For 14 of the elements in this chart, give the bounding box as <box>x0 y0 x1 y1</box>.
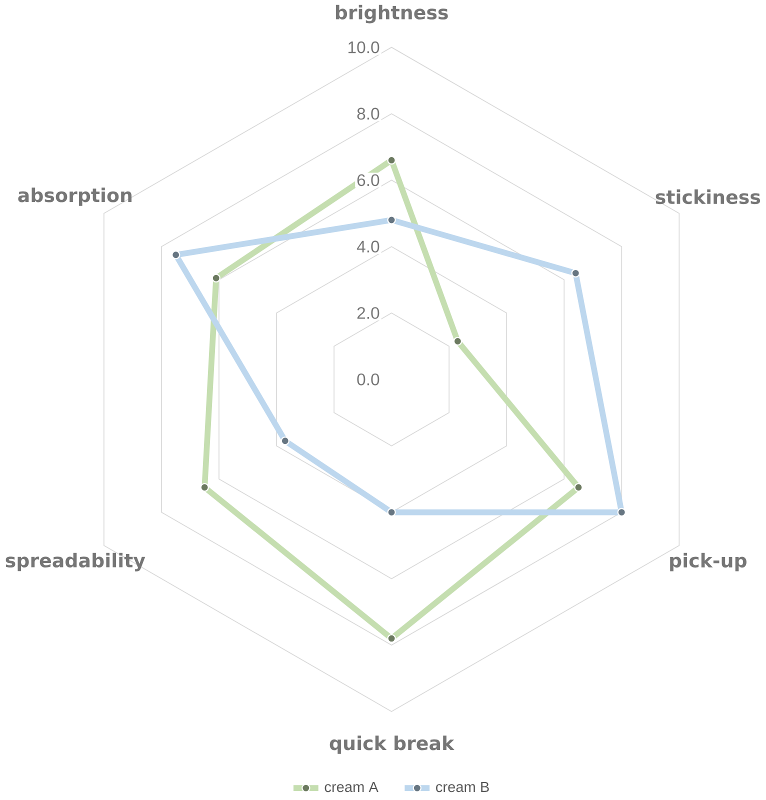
spoke-label: brightness <box>336 4 448 24</box>
spoke-label: quick break <box>330 736 455 754</box>
spoke-label: stickiness <box>656 189 760 204</box>
spoke-label: pick-up <box>670 552 747 572</box>
y-tick-label: 0.0 <box>357 373 380 386</box>
y-tick-label: 8.0 <box>357 108 380 120</box>
y-tick-label: 2.0 <box>357 307 380 319</box>
legend-label: cream A <box>324 782 379 792</box>
y-tick-label: 10.0 <box>348 41 380 54</box>
spoke-label: spreadability <box>6 552 146 572</box>
spoke-label: absorption <box>18 188 132 206</box>
y-tick-label: 4.0 <box>357 240 380 253</box>
y-tick-label: 6.0 <box>357 174 380 186</box>
legend-label: cream B <box>436 782 489 792</box>
